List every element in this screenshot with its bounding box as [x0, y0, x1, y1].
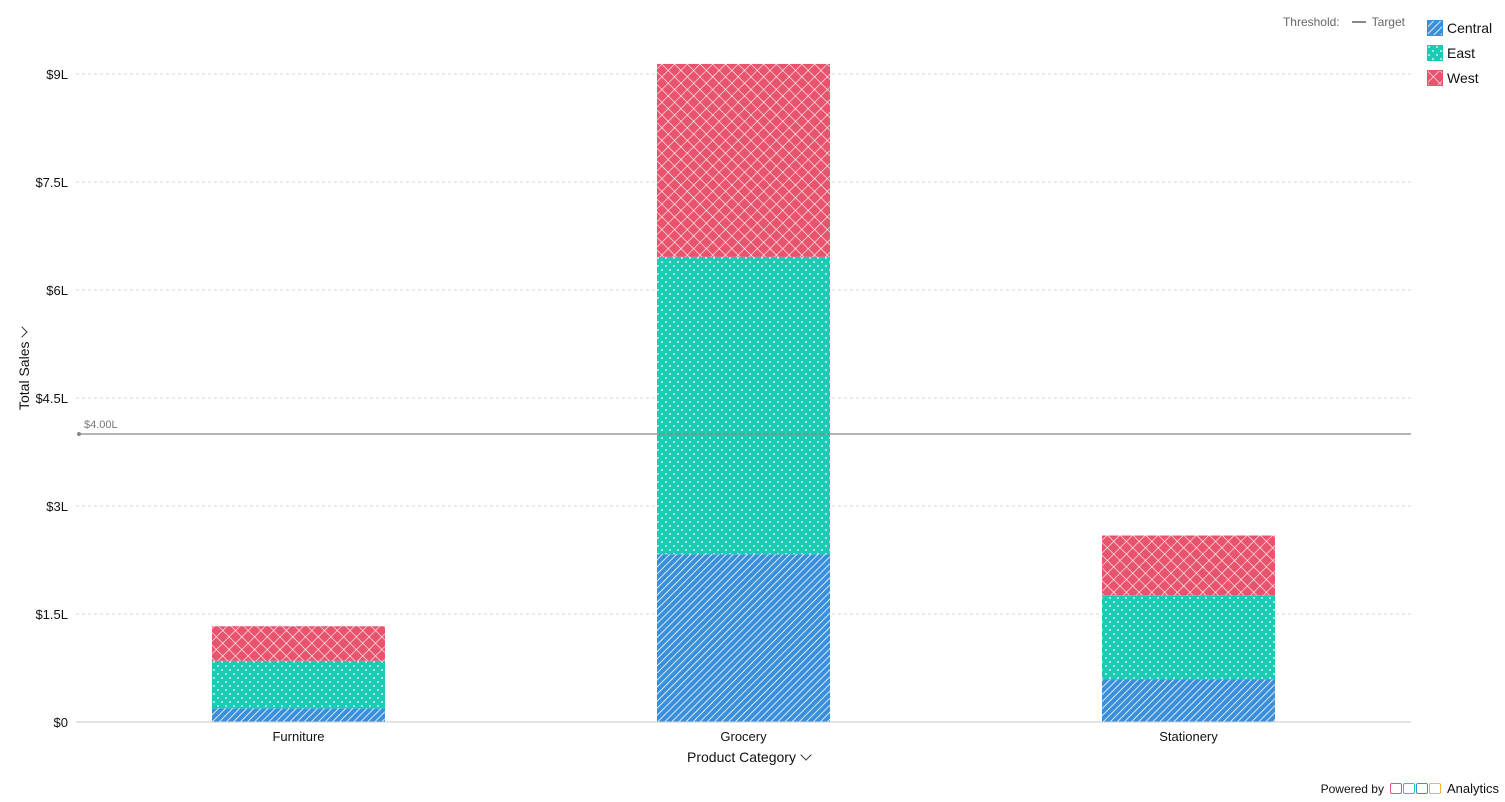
y-tick-label: $6L	[46, 283, 68, 298]
bar-east-stationery[interactable]	[1102, 595, 1275, 680]
y-tick-label: $4.5L	[35, 391, 68, 406]
legend-item-east[interactable]: East	[1427, 40, 1492, 65]
powered-by-footer: Powered by Analytics	[1321, 781, 1499, 796]
x-axis-label: Product Category	[687, 749, 796, 765]
chevron-down-icon	[800, 749, 812, 761]
bar-west-grocery[interactable]	[657, 63, 830, 257]
bar-central-stationery[interactable]	[1102, 679, 1275, 722]
bar-central-grocery[interactable]	[657, 554, 830, 722]
y-tick-label: $0	[54, 715, 68, 730]
bar-west-furniture[interactable]	[212, 626, 385, 661]
bar-west-stationery[interactable]	[1102, 535, 1275, 596]
y-tick-label: $9L	[46, 67, 68, 82]
zoho-logo-icon	[1389, 783, 1441, 794]
y-tick-label: $3L	[46, 499, 68, 514]
threshold-legend-item[interactable]: Target	[1371, 15, 1405, 29]
chevron-down-icon	[16, 325, 28, 338]
powered-by-text: Powered by	[1320, 781, 1384, 796]
x-tick-label: Stationery	[1159, 729, 1218, 744]
legend-label: Central	[1447, 19, 1493, 36]
threshold-legend: Threshold: Target	[1283, 15, 1405, 29]
y-axis-label: Total Sales	[16, 341, 32, 410]
bar-central-furniture[interactable]	[212, 708, 385, 722]
threshold-line-swatch	[1351, 21, 1366, 23]
legend-item-west[interactable]: West	[1427, 65, 1492, 90]
x-tick-label: Furniture	[272, 729, 324, 744]
legend-swatch	[1427, 44, 1443, 61]
legend-swatch	[1427, 69, 1443, 86]
threshold-legend-label: Threshold:	[1282, 15, 1340, 29]
threshold-marker	[77, 432, 81, 436]
bar-east-grocery[interactable]	[657, 256, 830, 555]
legend-swatch	[1427, 19, 1443, 36]
legend-label: West	[1447, 69, 1479, 86]
y-axis-title[interactable]: Total Sales	[16, 325, 32, 410]
legend: Central East West	[1427, 15, 1492, 90]
y-tick-label: $1.5L	[35, 607, 68, 622]
bar-east-furniture[interactable]	[212, 660, 385, 709]
legend-label: East	[1447, 44, 1476, 61]
legend-item-central[interactable]: Central	[1427, 15, 1492, 40]
x-axis-title[interactable]: Product Category	[687, 749, 812, 765]
analytics-text: Analytics	[1446, 781, 1499, 796]
x-tick-label: Grocery	[720, 729, 767, 744]
threshold-label: $4.00L	[84, 419, 118, 431]
y-tick-label: $7.5L	[35, 175, 68, 190]
